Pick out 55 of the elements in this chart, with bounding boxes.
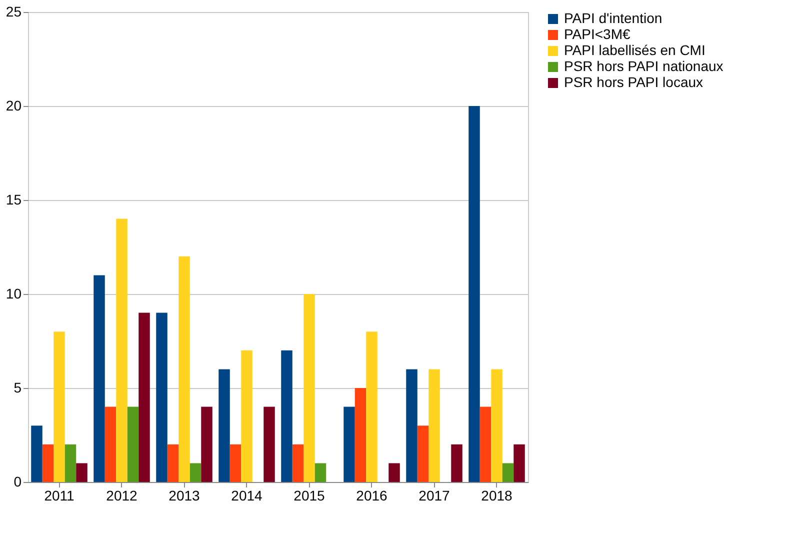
bar	[127, 406, 139, 482]
x-tick-label: 2015	[294, 488, 326, 504]
bar	[354, 388, 366, 482]
bar	[344, 406, 355, 482]
bar	[264, 406, 275, 482]
bar	[480, 406, 492, 482]
bar	[314, 463, 326, 482]
bar	[167, 444, 179, 482]
x-tick-label: 2012	[106, 488, 138, 504]
x-tick-label: 2016	[356, 488, 388, 504]
legend-label: PAPI<3M€	[564, 26, 630, 42]
bar	[388, 463, 400, 482]
legend-label: PAPI labellisés en CMI	[564, 42, 706, 58]
y-tick-label: 15	[6, 192, 22, 208]
x-tick-label: 2011	[44, 488, 75, 504]
legend-label: PSR hors PAPI nationaux	[564, 58, 724, 74]
bar	[468, 106, 480, 482]
x-tick-label: 2017	[418, 488, 450, 504]
bar	[491, 369, 502, 482]
bar	[451, 444, 462, 482]
bar	[178, 256, 190, 482]
bar	[281, 350, 292, 482]
bar	[406, 369, 418, 482]
x-tick-label: 2013	[168, 488, 200, 504]
bar	[230, 444, 242, 482]
bar	[502, 463, 514, 482]
bar	[292, 444, 304, 482]
bar	[428, 369, 440, 482]
bar	[138, 312, 150, 482]
bar	[54, 332, 65, 482]
bar	[190, 463, 202, 482]
bar	[417, 426, 429, 482]
bar	[116, 218, 128, 482]
y-tick-label: 25	[6, 4, 22, 20]
x-tick-label: 2018	[481, 488, 513, 504]
bar	[94, 275, 105, 482]
bar	[42, 444, 54, 482]
legend-label: PAPI d'intention	[564, 10, 662, 26]
legend-label: PSR hors PAPI locaux	[564, 74, 704, 90]
bar	[104, 406, 116, 482]
bar	[156, 312, 168, 482]
bar	[218, 369, 230, 482]
bar	[241, 350, 252, 482]
bar	[76, 463, 88, 482]
y-tick-label: 20	[6, 98, 22, 114]
bar	[64, 444, 76, 482]
y-tick-label: 5	[14, 380, 22, 396]
bar	[304, 294, 315, 482]
y-tick-label: 10	[6, 286, 22, 302]
bar	[31, 426, 42, 482]
bar	[366, 332, 378, 482]
x-tick-label: 2014	[231, 488, 263, 504]
y-tick-label: 0	[14, 474, 22, 490]
bar	[201, 406, 212, 482]
bar	[514, 444, 525, 482]
